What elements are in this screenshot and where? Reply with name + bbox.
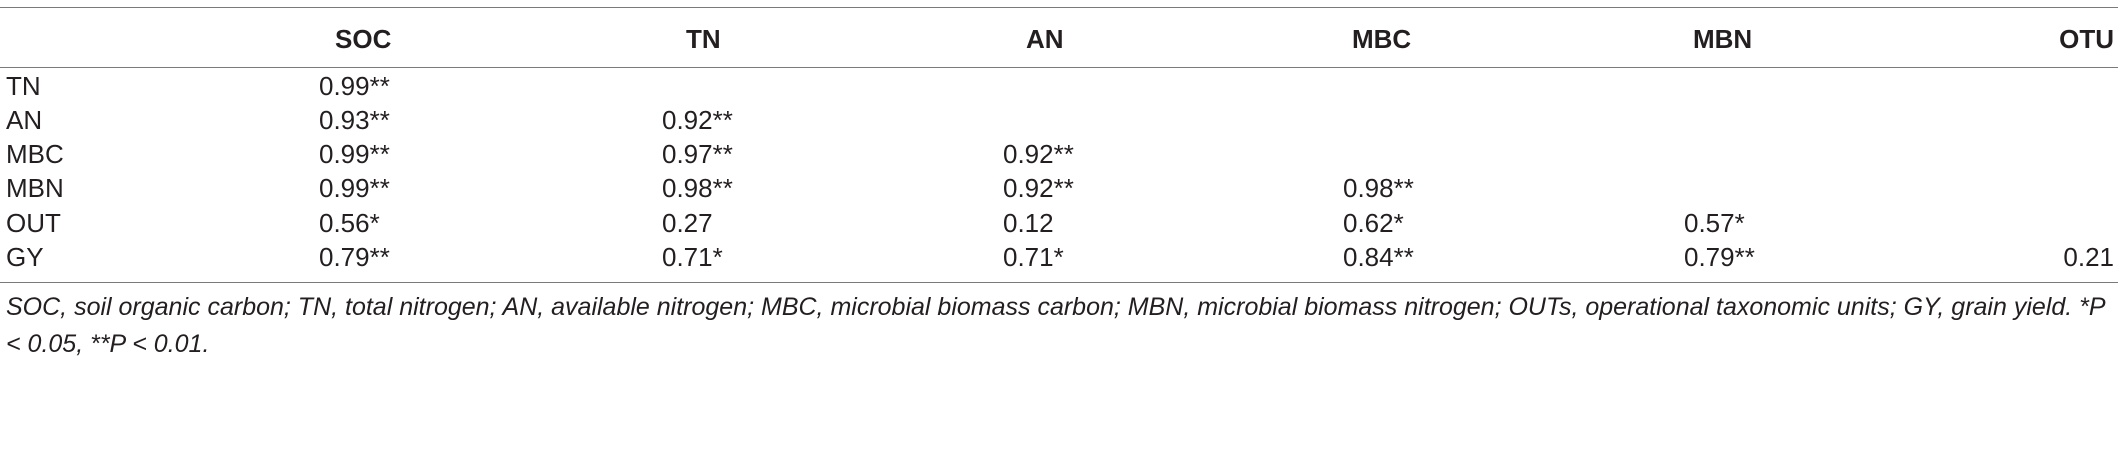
table-row: TN 0.99** (0, 66, 2118, 106)
row-label: MBN (6, 173, 64, 203)
header-divider-rule (0, 67, 2118, 68)
table-cell: 0.27 (662, 208, 713, 238)
table-cell: 0.92** (1003, 173, 1074, 203)
table-top-rule (0, 7, 2118, 8)
row-label: GY (6, 242, 44, 272)
table-cell: 0.99** (319, 139, 390, 169)
row-label: MBC (6, 139, 64, 169)
table-cell: 0.98** (1343, 173, 1414, 203)
table-cell: 0.79** (319, 242, 390, 272)
table-cell: 0.97** (662, 139, 733, 169)
table-cell: 0.92** (1003, 139, 1074, 169)
table-cell: 0.99** (319, 71, 390, 101)
table-cell: 0.99** (319, 173, 390, 203)
column-header-otu: OTU (2059, 24, 2114, 54)
table-row: GY 0.79** 0.71* 0.71* 0.84** 0.79** 0.21 (0, 237, 2118, 277)
table-cell: 0.93** (319, 105, 390, 135)
table-cell: 0.12 (1003, 208, 1054, 238)
table-row: AN 0.93** 0.92** (0, 100, 2118, 140)
column-header-soc: SOC (335, 24, 392, 54)
table-row: OUT 0.56* 0.27 0.12 0.62* 0.57* (0, 203, 2118, 243)
table-cell: 0.62* (1343, 208, 1404, 238)
table-cell: 0.21 (2063, 242, 2114, 272)
table-cell: 0.57* (1684, 208, 1745, 238)
table-cell: 0.79** (1684, 242, 1755, 272)
table-cell: 0.56* (319, 208, 380, 238)
table-cell: 0.84** (1343, 242, 1414, 272)
row-label: TN (6, 71, 41, 101)
table-footnote: SOC, soil organic carbon; TN, total nitr… (6, 293, 2105, 358)
column-header-tn: TN (686, 24, 721, 54)
column-header-mbc: MBC (1352, 24, 1412, 54)
row-label: OUT (6, 208, 61, 238)
table-cell: 0.71* (662, 242, 723, 272)
table-cell: 0.71* (1003, 242, 1064, 272)
table-cell: 0.92** (662, 105, 733, 135)
table-row: MBC 0.99** 0.97** 0.92** (0, 134, 2118, 174)
table-row: MBN 0.99** 0.98** 0.92** 0.98** (0, 168, 2118, 208)
column-header-an: AN (1026, 24, 1064, 54)
row-label: AN (6, 105, 43, 135)
table-bottom-rule (0, 282, 2118, 283)
column-header-mbn: MBN (1693, 24, 1753, 54)
table-cell: 0.98** (662, 173, 733, 203)
